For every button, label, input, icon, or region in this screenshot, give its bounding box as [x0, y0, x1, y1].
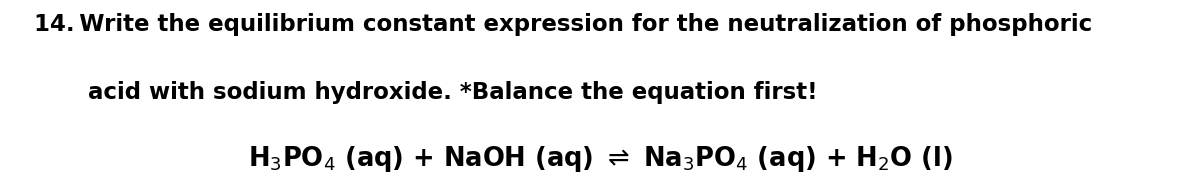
Text: H$_3$PO$_4$ (aq) + NaOH (aq) $\rightleftharpoons$ Na$_3$PO$_4$ (aq) + H$_2$O (l): H$_3$PO$_4$ (aq) + NaOH (aq) $\rightleft…	[247, 144, 953, 174]
Text: 14. Write the equilibrium constant expression for the neutralization of phosphor: 14. Write the equilibrium constant expre…	[34, 13, 1092, 36]
Text: acid with sodium hydroxide. *Balance the equation first!: acid with sodium hydroxide. *Balance the…	[88, 81, 817, 104]
